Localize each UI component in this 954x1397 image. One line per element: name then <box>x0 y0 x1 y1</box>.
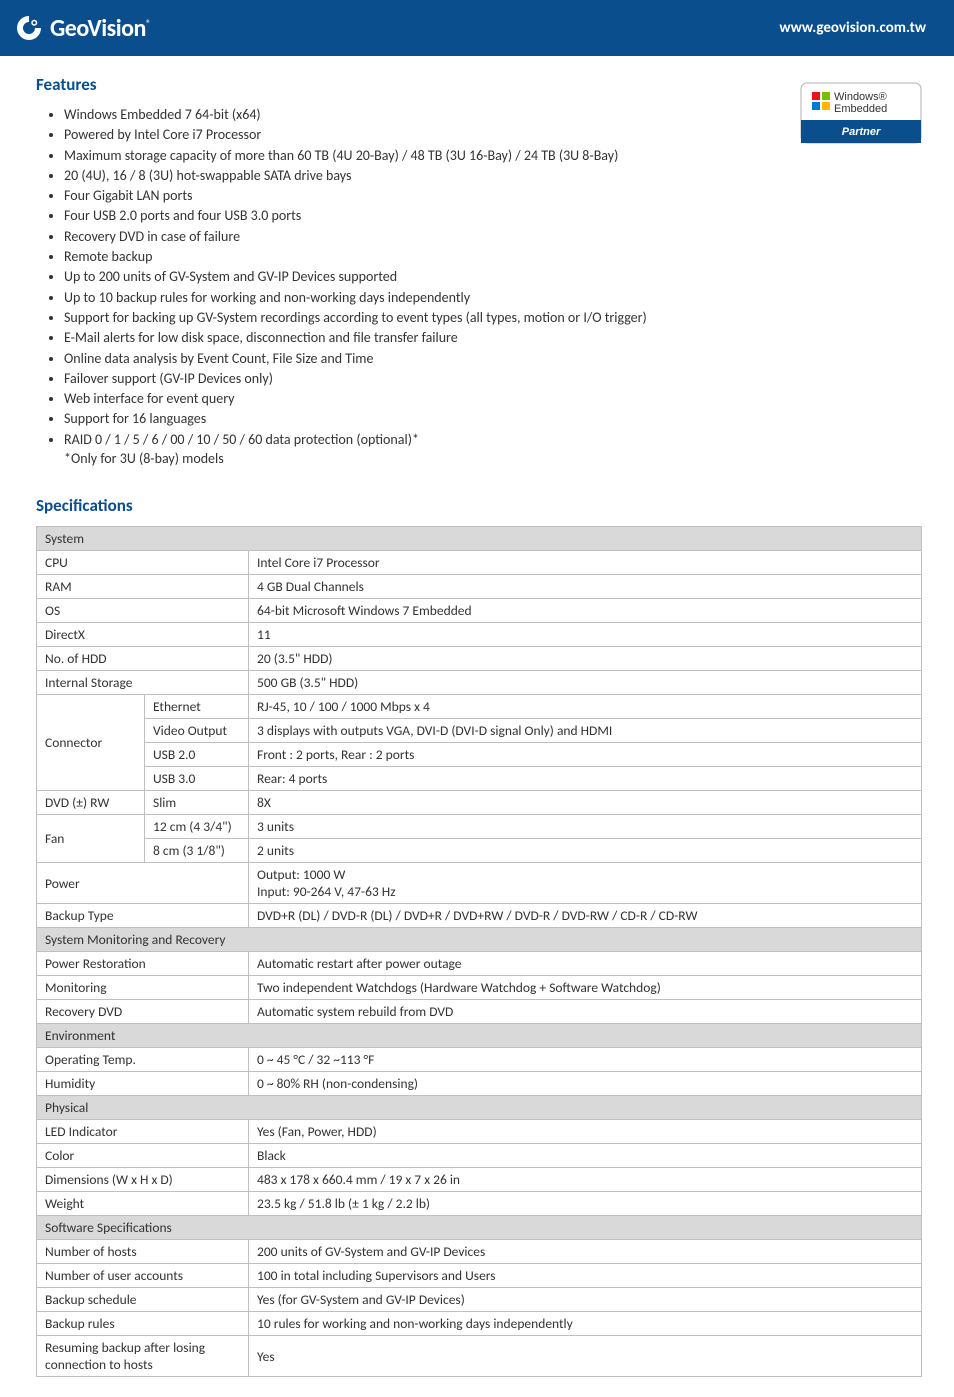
spec-row: USB 2.0Front : 2 ports, Rear : 2 ports <box>37 743 922 767</box>
spec-row: Power RestorationAutomatic restart after… <box>37 952 922 976</box>
spec-row: Number of user accounts100 in total incl… <box>37 1264 922 1288</box>
spec-group-label: Fan <box>37 815 145 863</box>
logo-icon <box>14 13 44 43</box>
spec-row: CPUIntel Core i7 Processor <box>37 551 922 575</box>
spec-section-header: System <box>37 527 922 551</box>
spec-row: Backup TypeDVD+R (DL) / DVD-R (DL) / DVD… <box>37 904 922 928</box>
spec-row: USB 3.0Rear: 4 ports <box>37 767 922 791</box>
feature-item: RAID 0 / 1 / 5 / 6 / 00 / 10 / 50 / 60 d… <box>64 430 647 450</box>
spec-row: Fan12 cm (4 3/4")3 units <box>37 815 922 839</box>
spec-row: Humidity0 ~ 80% RH (non-condensing) <box>37 1072 922 1096</box>
feature-item: Up to 200 units of GV-System and GV-IP D… <box>64 267 647 287</box>
spec-row: MonitoringTwo independent Watchdogs (Har… <box>37 976 922 1000</box>
feature-item: 20 (4U), 16 / 8 (3U) hot-swappable SATA … <box>64 166 647 186</box>
logo: GeoVision® <box>14 13 150 43</box>
spec-row: DirectX11 <box>37 623 922 647</box>
features-section: Features Windows Embedded 7 64-bit (x64)… <box>36 74 647 467</box>
spec-row: Operating Temp.0 ~ 45 °C / 32 ~113 °F <box>37 1048 922 1072</box>
feature-item: Support for 16 languages <box>64 409 647 429</box>
header-url: www.geovision.com.tw <box>779 19 926 37</box>
feature-item: Four USB 2.0 ports and four USB 3.0 port… <box>64 206 647 226</box>
spec-row: Weight23.5 kg / 51.8 lb (± 1 kg / 2.2 lb… <box>37 1192 922 1216</box>
spec-row: Video Output3 displays with outputs VGA,… <box>37 719 922 743</box>
spec-row: Resuming backup after losing connection … <box>37 1336 922 1377</box>
spec-section-header: Environment <box>37 1024 922 1048</box>
spec-row: ColorBlack <box>37 1144 922 1168</box>
feature-item: Failover support (GV-IP Devices only) <box>64 369 647 389</box>
spec-section-header: Software Specifications <box>37 1216 922 1240</box>
feature-item: Windows Embedded 7 64-bit (x64) <box>64 105 647 125</box>
spec-row: Dimensions (W x H x D)483 x 178 x 660.4 … <box>37 1168 922 1192</box>
feature-item: Up to 10 backup rules for working and no… <box>64 288 647 308</box>
partner-badge: Windows® Embedded Partner <box>800 74 922 467</box>
features-note: *Only for 3U (8-bay) models <box>64 450 647 467</box>
page-header: GeoVision® www.geovision.com.tw <box>0 0 954 56</box>
badge-line2: Embedded <box>834 103 887 115</box>
feature-item: Support for backing up GV-System recordi… <box>64 308 647 328</box>
spec-row: Number of hosts200 units of GV-System an… <box>37 1240 922 1264</box>
spec-row: DVD (±) RWSlim8X <box>37 791 922 815</box>
spec-row: ConnectorEthernetRJ-45, 10 / 100 / 1000 … <box>37 695 922 719</box>
features-list: Windows Embedded 7 64-bit (x64)Powered b… <box>36 105 647 450</box>
content: Features Windows Embedded 7 64-bit (x64)… <box>0 56 954 1397</box>
badge-partner: Partner <box>842 126 881 138</box>
feature-item: Remote backup <box>64 247 647 267</box>
specs-title: Specifications <box>36 495 922 516</box>
feature-item: Web interface for event query <box>64 389 647 409</box>
spec-group-label: Connector <box>37 695 145 791</box>
spec-row: Internal Storage500 GB (3.5" HDD) <box>37 671 922 695</box>
badge-line1: Windows® <box>834 91 887 103</box>
feature-item: Online data analysis by Event Count, Fil… <box>64 349 647 369</box>
features-title: Features <box>36 74 647 95</box>
spec-row: PowerOutput: 1000 WInput: 90-264 V, 47-6… <box>37 863 922 904</box>
spec-row: OS64-bit Microsoft Windows 7 Embedded <box>37 599 922 623</box>
logo-text: GeoVision® <box>50 14 150 43</box>
spec-row: Backup scheduleYes (for GV-System and GV… <box>37 1288 922 1312</box>
feature-item: E-Mail alerts for low disk space, discon… <box>64 328 647 348</box>
spec-row: Backup rules10 rules for working and non… <box>37 1312 922 1336</box>
feature-item: Powered by Intel Core i7 Processor <box>64 125 647 145</box>
spec-row: Recovery DVDAutomatic system rebuild fro… <box>37 1000 922 1024</box>
spec-section-header: Physical <box>37 1096 922 1120</box>
feature-item: Recovery DVD in case of failure <box>64 227 647 247</box>
feature-item: Four Gigabit LAN ports <box>64 186 647 206</box>
feature-item: Maximum storage capacity of more than 60… <box>64 146 647 166</box>
specs-table: SystemCPUIntel Core i7 ProcessorRAM4 GB … <box>36 526 922 1377</box>
spec-row: LED IndicatorYes (Fan, Power, HDD) <box>37 1120 922 1144</box>
spec-section-header: System Monitoring and Recovery <box>37 928 922 952</box>
spec-row: RAM4 GB Dual Channels <box>37 575 922 599</box>
spec-row: No. of HDD20 (3.5" HDD) <box>37 647 922 671</box>
spec-row: 8 cm (3 1/8")2 units <box>37 839 922 863</box>
spec-group-label: DVD (±) RW <box>37 791 145 815</box>
